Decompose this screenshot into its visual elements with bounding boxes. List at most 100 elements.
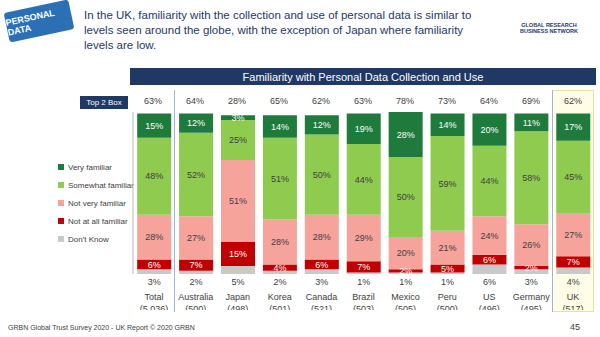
svg-text:2%: 2% [399,266,412,276]
svg-text:Canada: Canada [306,292,338,302]
svg-text:44%: 44% [355,175,373,185]
html-text:Not very familiar: Not very familiar [68,198,126,208]
html-text:Very familiar: Very familiar [68,162,112,172]
html-text:Not at all familiar: Not at all familiar [68,216,128,226]
svg-text:2%: 2% [525,263,538,273]
svg-text:50%: 50% [397,192,415,202]
svg-text:2%: 2% [190,277,203,287]
svg-text:3%: 3% [232,113,245,123]
svg-text:28%: 28% [145,232,163,242]
svg-text:6%: 6% [483,277,496,287]
svg-text:24%: 24% [480,231,498,241]
svg-text:26%: 26% [522,240,540,250]
svg-text:6%: 6% [483,255,496,265]
svg-text:28%: 28% [397,130,415,140]
html-text:69%: 69% [522,96,540,106]
svg-text:UK: UK [567,292,580,302]
html-text:45: 45 [570,322,580,332]
svg-text:4%: 4% [273,263,286,273]
html-text:63%: 63% [144,96,162,106]
html-text:78%: 78% [396,96,414,106]
svg-text:Brazil: Brazil [352,292,375,302]
svg-text:19%: 19% [355,124,373,134]
svg-text:Australia: Australia [178,292,213,302]
svg-text:14%: 14% [439,120,457,130]
svg-text:27%: 27% [187,233,205,243]
svg-text:1%: 1% [357,277,370,287]
svg-text:6%: 6% [148,260,161,270]
svg-text:52%: 52% [187,170,205,180]
svg-text:1%: 1% [399,277,412,287]
svg-text:28%: 28% [271,237,289,247]
svg-text:6%: 6% [315,260,328,270]
svg-text:5%: 5% [441,264,454,274]
svg-text:51%: 51% [229,196,247,206]
svg-text:12%: 12% [187,118,205,128]
html-text:Top 2 Box: Top 2 Box [86,98,122,107]
svg-text:(503): (503) [353,304,374,310]
svg-text:5%: 5% [232,277,245,287]
svg-text:3%: 3% [525,277,538,287]
svg-text:(496): (496) [479,304,500,310]
svg-text:(495): (495) [521,304,542,310]
svg-text:(501): (501) [269,304,290,310]
html-text:64%: 64% [186,96,204,106]
html-text:62%: 62% [312,96,330,106]
html-text:28%: 28% [228,96,246,106]
svg-text:(500): (500) [185,304,206,310]
svg-text:Japan: Japan [226,292,251,302]
svg-text:15%: 15% [145,121,163,131]
svg-text:3%: 3% [315,277,328,287]
svg-text:12%: 12% [313,120,331,130]
svg-text:50%: 50% [313,170,331,180]
svg-text:45%: 45% [564,172,582,182]
html-text:Don't Know: Don't Know [68,234,109,244]
svg-text:Total: Total [144,292,163,302]
html-text:PERSONAL DATA: PERSONAL DATA [4,7,56,38]
svg-text:17%: 17% [564,122,582,132]
html-text:Somewhat familiar: Somewhat familiar [68,180,134,190]
html-text:63%: 63% [354,96,372,106]
html-text:Familiarity with Personal Data: Familiarity with Personal Data Collectio… [242,70,484,83]
svg-text:1%: 1% [441,277,454,287]
html-text:GLOBAL RESEARCH BUSINESS NETWO: GLOBAL RESEARCH BUSINESS NETWORK [520,22,578,34]
html-text:62%: 62% [564,96,582,106]
svg-text:29%: 29% [355,233,373,243]
svg-text:Mexico: Mexico [391,292,420,302]
svg-text:(521): (521) [311,304,332,310]
svg-text:US: US [483,292,496,302]
html-text:In the UK, familiarity with th: In the UK, familiarity with the collecti… [84,9,472,51]
svg-text:20%: 20% [480,125,498,135]
svg-text:27%: 27% [564,230,582,240]
svg-text:28%: 28% [313,232,331,242]
html-text:65%: 65% [270,96,288,106]
svg-text:(500): (500) [437,304,458,310]
svg-text:Korea: Korea [268,292,292,302]
html-text:GRBN Global Trust Survey 2020: GRBN Global Trust Survey 2020 - UK Repor… [8,324,195,331]
svg-text:4%: 4% [567,277,580,287]
svg-text:(498): (498) [227,304,248,310]
svg-text:Peru: Peru [438,292,457,302]
svg-text:3%: 3% [148,277,161,287]
svg-text:2%: 2% [273,277,286,287]
svg-text:15%: 15% [229,249,247,259]
svg-text:7%: 7% [357,262,370,272]
html-text:73%: 73% [438,96,456,106]
svg-text:59%: 59% [439,179,457,189]
svg-text:14%: 14% [271,122,289,132]
svg-text:(517): (517) [563,304,584,310]
svg-text:48%: 48% [145,171,163,181]
svg-text:7%: 7% [567,257,580,267]
svg-text:11%: 11% [523,118,540,128]
svg-text:Germany: Germany [513,292,551,302]
svg-text:44%: 44% [480,176,498,186]
svg-text:(5,036): (5,036) [140,304,169,310]
svg-text:25%: 25% [229,135,247,145]
svg-text:20%: 20% [397,248,415,258]
svg-text:7%: 7% [190,260,203,270]
svg-text:51%: 51% [271,174,289,184]
svg-text:(505): (505) [395,304,416,310]
svg-text:58%: 58% [522,173,540,183]
html-text:64%: 64% [480,96,498,106]
svg-text:21%: 21% [439,243,457,253]
